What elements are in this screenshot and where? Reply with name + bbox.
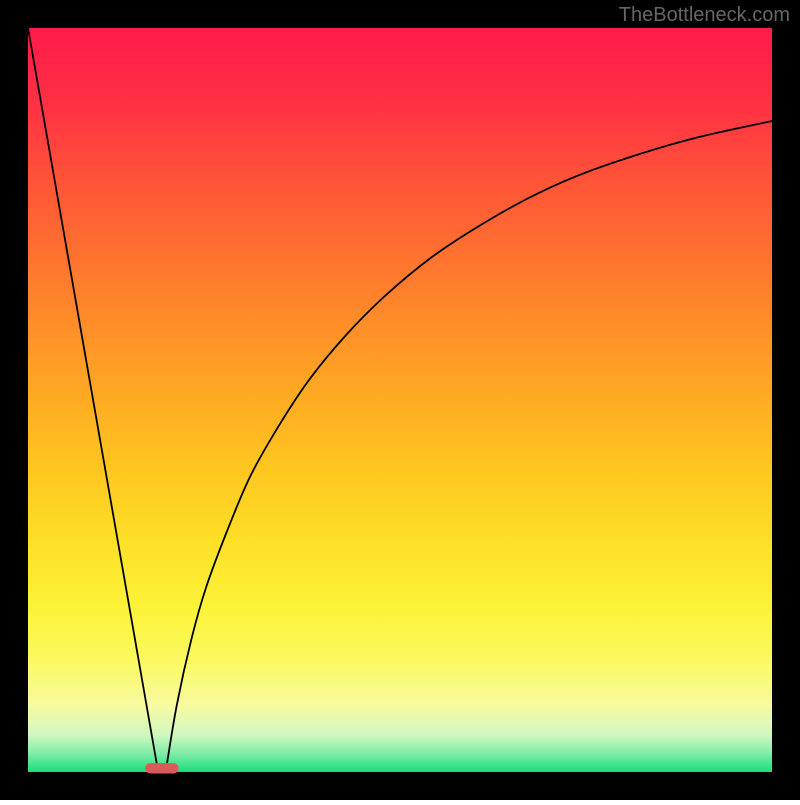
watermark: TheBottleneck.com — [619, 4, 790, 27]
optimal-marker — [145, 763, 178, 773]
chart-svg — [0, 0, 800, 800]
chart-container: TheBottleneck.com — [0, 0, 800, 800]
chart-background-gradient — [28, 28, 772, 772]
watermark-text: TheBottleneck.com — [619, 4, 790, 26]
